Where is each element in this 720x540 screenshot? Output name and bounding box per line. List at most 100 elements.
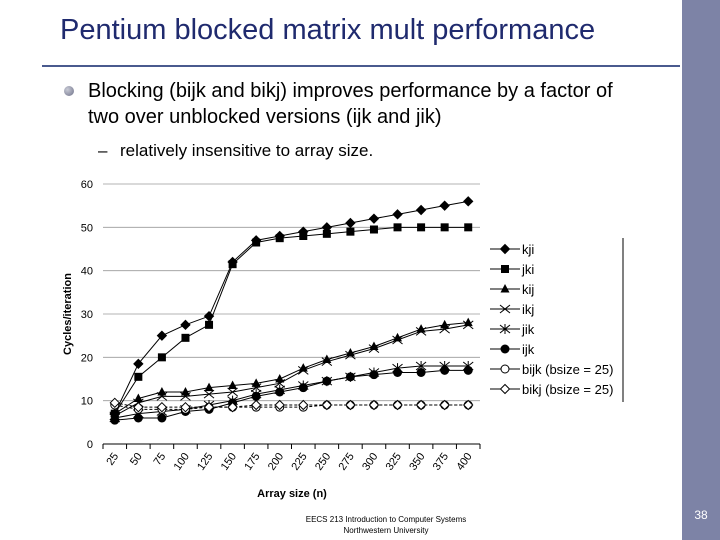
data-point	[274, 378, 286, 388]
data-point	[415, 326, 427, 336]
y-tick-label: 20	[81, 352, 93, 364]
x-tick-label: 25	[104, 451, 121, 468]
legend-label: ijk	[522, 342, 535, 357]
sub-bullet-marker: –	[98, 141, 108, 160]
data-point	[368, 213, 380, 224]
data-point	[393, 368, 403, 377]
data-point	[392, 335, 403, 345]
data-point	[440, 223, 449, 232]
legend-marker	[499, 324, 511, 334]
legend-label: jki	[521, 262, 534, 277]
data-point	[203, 389, 215, 399]
data-point	[252, 238, 261, 247]
x-tick-label: 325	[384, 451, 404, 473]
data-point	[345, 399, 356, 411]
data-point	[321, 399, 333, 411]
y-tick-label: 0	[87, 439, 93, 451]
series-line	[114, 324, 469, 417]
series-line	[114, 365, 469, 419]
data-point	[346, 227, 355, 236]
data-point	[345, 217, 356, 229]
footer-line-2: Northwestern University	[343, 526, 429, 535]
data-point	[298, 383, 308, 393]
data-point	[180, 387, 190, 396]
slide-footer: EECS 213 Introduction to Computer System…	[270, 514, 502, 536]
data-point	[228, 260, 237, 269]
data-point	[415, 399, 427, 411]
data-point	[180, 401, 191, 413]
data-point	[392, 399, 403, 411]
data-point	[368, 399, 380, 411]
data-point	[180, 319, 191, 331]
data-point	[369, 225, 378, 234]
x-tick-label: 200	[266, 451, 286, 473]
x-tick-label: 400	[454, 451, 474, 473]
data-point	[156, 330, 168, 341]
data-point	[345, 350, 356, 360]
data-point	[205, 320, 214, 329]
series-line	[114, 226, 469, 414]
data-point	[463, 365, 473, 375]
page-number: 38	[694, 508, 708, 522]
data-point	[322, 229, 331, 238]
data-point	[134, 372, 143, 381]
data-point	[133, 413, 143, 423]
legend-marker	[501, 265, 509, 273]
data-point	[157, 387, 167, 396]
x-tick-label: 375	[431, 451, 451, 473]
data-point	[156, 401, 168, 413]
series-line	[114, 369, 469, 421]
data-point	[392, 209, 403, 220]
data-point	[345, 372, 355, 382]
data-point	[463, 399, 474, 411]
y-tick-label: 50	[81, 222, 93, 234]
slide-title: Pentium blocked matrix mult performance	[60, 14, 596, 46]
title-rule	[42, 65, 680, 67]
data-point	[439, 399, 450, 411]
legend-label: ikj	[522, 302, 534, 317]
data-point	[227, 401, 238, 413]
data-point	[250, 383, 262, 393]
x-tick-label: 275	[337, 451, 357, 473]
legend-marker	[499, 243, 511, 255]
data-point	[275, 387, 285, 397]
data-point	[251, 391, 261, 401]
legend-marker	[500, 284, 510, 293]
data-point	[203, 401, 215, 413]
x-tick-label: 350	[407, 451, 427, 473]
legend-label: kji	[522, 242, 534, 257]
series-line	[114, 402, 469, 408]
x-tick-label: 250	[313, 451, 333, 473]
data-point	[181, 333, 190, 342]
data-point	[204, 382, 214, 392]
data-point	[109, 397, 120, 409]
data-point	[440, 365, 450, 375]
x-tick-label: 100	[172, 451, 192, 473]
data-point	[299, 232, 308, 240]
data-point	[274, 399, 285, 411]
x-tick-label: 300	[360, 451, 380, 473]
data-point	[228, 380, 238, 389]
data-point	[415, 204, 427, 216]
data-point	[416, 324, 426, 333]
data-point	[133, 401, 144, 413]
legend-marker	[499, 304, 511, 314]
data-point	[462, 320, 474, 330]
x-tick-label: 175	[242, 451, 262, 473]
y-axis-title: Cycles/iteration	[62, 273, 74, 355]
data-point	[439, 324, 450, 334]
legend-label: kij	[522, 282, 534, 297]
x-tick-label: 50	[128, 451, 145, 468]
y-tick-label: 60	[81, 179, 93, 191]
data-point	[251, 378, 261, 387]
data-point	[180, 391, 191, 401]
data-point	[110, 415, 120, 425]
data-point	[439, 200, 450, 211]
data-point	[369, 370, 379, 380]
data-point	[275, 374, 285, 383]
y-tick-label: 10	[81, 396, 93, 408]
footer-line-1: EECS 213 Introduction to Computer System…	[305, 515, 467, 524]
x-tick-label: 125	[195, 451, 215, 473]
data-point	[227, 387, 238, 397]
